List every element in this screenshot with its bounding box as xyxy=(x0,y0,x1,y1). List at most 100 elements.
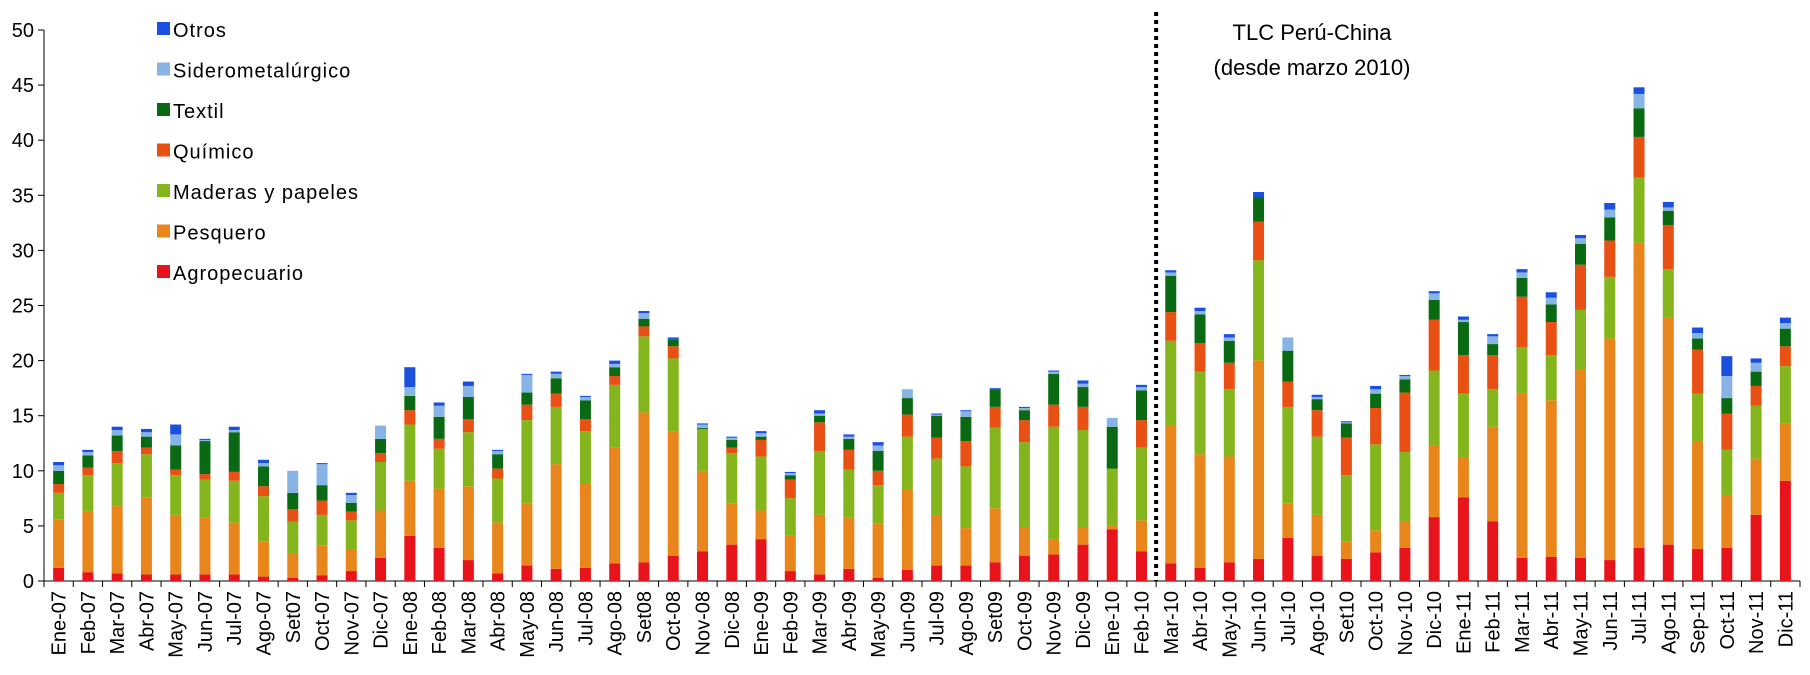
bar-segment xyxy=(199,439,211,442)
bar-segment xyxy=(404,395,416,411)
bar-segment xyxy=(287,470,299,493)
bar-segment xyxy=(82,467,94,476)
x-tick-label: May-11 xyxy=(1571,591,1593,656)
bar-segment xyxy=(1487,521,1499,581)
bar-segment xyxy=(1633,93,1645,109)
bar-segment xyxy=(1253,197,1265,222)
x-tick-label: Jun-10 xyxy=(1249,591,1271,652)
bar-segment xyxy=(1340,422,1352,424)
bar-segment xyxy=(140,447,152,455)
bar-segment xyxy=(258,496,269,542)
y-tick-label: 40 xyxy=(12,130,34,152)
bar-segment xyxy=(111,463,123,507)
bar-segment xyxy=(111,435,123,451)
bar-segment xyxy=(814,574,826,581)
bar-segment xyxy=(1662,269,1674,318)
bar-segment xyxy=(1779,328,1791,347)
bar-segment xyxy=(1194,311,1206,315)
bar-segment xyxy=(1633,177,1645,243)
bar-segment xyxy=(199,517,211,575)
legend-label: Maderas y papeles xyxy=(173,182,359,204)
bar-segment xyxy=(638,562,650,581)
bar-segment xyxy=(1692,327,1704,334)
bar-segment xyxy=(1048,370,1060,372)
bar-segment xyxy=(755,431,767,434)
bar-segment xyxy=(1282,503,1294,539)
bar-segment xyxy=(1721,356,1733,377)
bar-segment xyxy=(1048,539,1060,555)
bar-segment xyxy=(1604,209,1616,218)
bar-segment xyxy=(287,509,299,522)
bar-segment xyxy=(1223,456,1235,563)
bar-segment xyxy=(1136,551,1147,581)
bar-segment xyxy=(1750,458,1762,515)
bar-segment xyxy=(814,422,826,451)
bar-segment xyxy=(1399,379,1411,393)
bar-segment xyxy=(1399,521,1411,548)
bar-segment xyxy=(521,565,533,581)
bar-segment xyxy=(579,567,591,581)
legend-label: Textil xyxy=(173,101,225,123)
bar-segment xyxy=(814,415,826,423)
bar-segment xyxy=(1750,405,1762,459)
x-tick-label: Abr-10 xyxy=(1190,591,1212,651)
x-tick-label: May-08 xyxy=(517,591,539,658)
bar-segment xyxy=(931,458,943,515)
x-tick-label: Jun-11 xyxy=(1600,591,1622,651)
x-tick-label: Mar-11 xyxy=(1512,591,1534,653)
bar-segment xyxy=(111,573,123,581)
bar-segment xyxy=(521,373,533,375)
bar-segment xyxy=(755,539,767,581)
bar-segment xyxy=(1604,560,1616,581)
bar-segment xyxy=(375,453,387,462)
bar-segment xyxy=(1779,346,1791,367)
x-tick-label: Abr-11 xyxy=(1541,591,1563,650)
bar-segment xyxy=(1311,394,1323,397)
bar-segment xyxy=(1223,337,1235,341)
bar-segment xyxy=(1223,362,1235,390)
bar-segment xyxy=(550,568,562,581)
bar-segment xyxy=(199,438,211,440)
bar-segment xyxy=(814,410,826,414)
bar-segment xyxy=(638,412,650,563)
bar-segment xyxy=(140,436,152,448)
bar-segment xyxy=(1575,234,1586,239)
bar-segment xyxy=(667,555,679,581)
bar-segment xyxy=(521,420,533,504)
bar-segment xyxy=(784,535,796,572)
bar-segment xyxy=(667,339,679,347)
bar-segment xyxy=(1311,399,1323,411)
bar-segment xyxy=(1721,376,1733,399)
bar-segment xyxy=(667,358,679,432)
legend-swatch xyxy=(157,184,170,197)
bar-segment xyxy=(53,484,65,493)
bar-segment xyxy=(989,406,1001,428)
x-tick-label: Oct-10 xyxy=(1366,591,1388,651)
x-tick-label: Mar-10 xyxy=(1161,591,1183,654)
bar-segment xyxy=(901,569,913,581)
bar-segment xyxy=(53,470,65,485)
bar-segment xyxy=(1340,475,1352,542)
bar-segment xyxy=(989,389,1001,407)
bar-segment xyxy=(1223,389,1235,457)
bar-segment xyxy=(1633,136,1645,178)
bar-segment xyxy=(989,388,1001,390)
bar-segment xyxy=(345,492,357,496)
bar-segment xyxy=(53,492,65,520)
bar-segment xyxy=(375,438,387,454)
x-tick-label: Ago-07 xyxy=(254,591,276,656)
bar-segment xyxy=(111,430,123,436)
bar-segment xyxy=(1340,423,1352,438)
bar-segment xyxy=(1633,547,1645,581)
bar-segment xyxy=(1370,530,1382,553)
bar-segment xyxy=(1575,557,1586,581)
legend-label: Agropecuario xyxy=(173,263,304,285)
y-tick-label: 25 xyxy=(12,296,34,318)
y-tick-label: 0 xyxy=(23,571,34,593)
bar-segment xyxy=(1457,497,1469,581)
bar-segment xyxy=(1370,444,1382,531)
legend-label: Otros xyxy=(173,20,227,42)
legend-swatch xyxy=(157,103,170,116)
bar-segment xyxy=(1340,437,1352,476)
bar-segment xyxy=(726,503,738,545)
